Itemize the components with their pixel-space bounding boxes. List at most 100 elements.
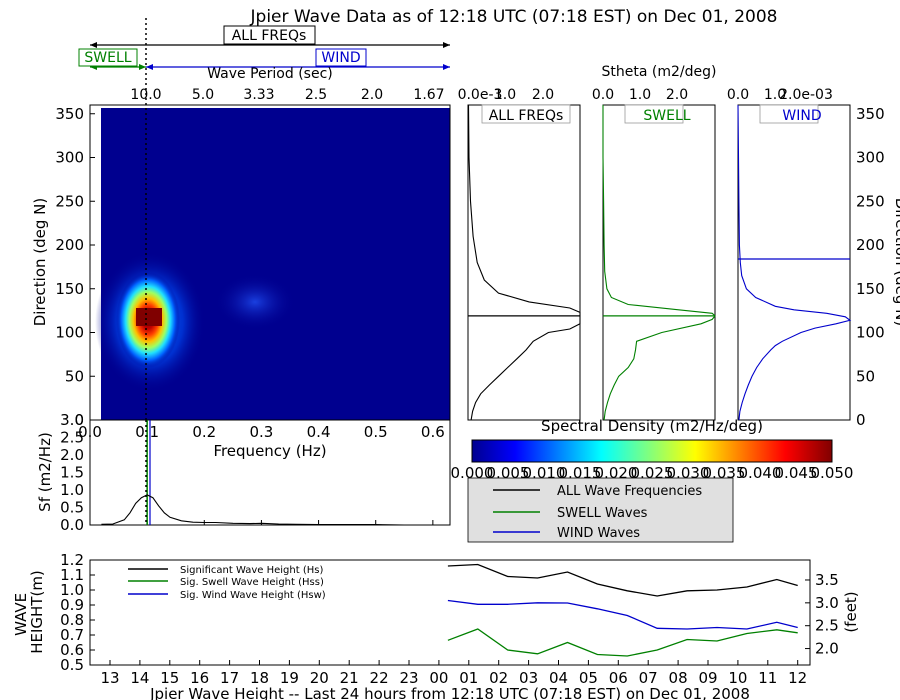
spectrum-y-tick: 0.0: [60, 516, 84, 534]
stheta-title-box: [481, 104, 571, 124]
wave-height-series-line: [447, 563, 798, 597]
stheta-x-tick: 1.0: [494, 87, 516, 103]
figure-title: Jpier Wave Data as of 12:18 UTC (07:18 E…: [250, 7, 778, 27]
stheta-panel-title: SWELL: [643, 108, 690, 124]
colorbar-tick: 0.000: [451, 464, 494, 482]
spectrum-y-tick: 2.0: [60, 446, 84, 464]
spectrum-legend: ALL Wave Frequencies SWELL Waves WIND Wa…: [467, 477, 734, 543]
colorbar-tick: 0.015: [559, 464, 602, 482]
stheta-curve: [602, 105, 716, 421]
wave-height-right-tick: 2.0: [815, 640, 839, 658]
wave-height-y-tick: 0.8: [60, 611, 84, 629]
stheta-x-tick: 2.0e-03: [779, 87, 833, 103]
wave-height-right-label: (feet): [842, 591, 860, 632]
spectrum-y-tick: 1.5: [60, 464, 84, 482]
wave-height-xlabel: Jpier Wave Height -- Last 24 hours from …: [149, 685, 750, 700]
wave-height-x-tick: 11: [758, 669, 777, 687]
stheta-right-y-tick: 100: [856, 324, 885, 342]
period-tick: 2.0: [361, 87, 383, 103]
wave-height-x-tick: 09: [698, 669, 717, 687]
spectrum-ylabel: Sf (m2/Hz): [36, 432, 54, 512]
wave-height-right-tick: 3.0: [815, 594, 839, 612]
spectrum-x-tick: 0.5: [364, 423, 388, 441]
stheta-right-y-tick: 150: [856, 280, 885, 298]
heatmap-y-tick: 200: [55, 236, 84, 254]
colorbar-label: Spectral Density (m2/Hz/deg): [541, 417, 763, 435]
spectrum-x-tick: 0.3: [249, 423, 273, 441]
spectrum-y-tick: 3.0: [60, 411, 84, 429]
stheta-right-y-tick: 350: [856, 105, 885, 123]
wave-height-x-tick: 01: [459, 669, 478, 687]
colorbar-tick: 0.040: [739, 464, 782, 482]
heatmap-y-ticks: 0 50 100 150 200 250 300 350: [55, 105, 95, 429]
wave-height-x-tick: 22: [370, 669, 389, 687]
wave-height-x-tick: 12: [788, 669, 807, 687]
period-tick: 3.33: [243, 87, 274, 103]
stheta-x-tick: 0.0: [592, 87, 614, 103]
spectrum-y-tick: 0.5: [60, 499, 84, 517]
wave-height-x-tick: 07: [639, 669, 658, 687]
spectrum-xlabel: Frequency (Hz): [213, 442, 326, 460]
wh-legend-hs: Significant Wave Height (Hs): [180, 565, 323, 576]
swell-label: SWELL: [84, 50, 131, 66]
heatmap-y-tick: 0: [74, 411, 84, 429]
wave-height-x-tick: 23: [399, 669, 418, 687]
spectrum-x-tick: 0.4: [307, 423, 331, 441]
stheta-x-tick: 2.0: [532, 87, 554, 103]
wave-height-x-tick: 10: [728, 669, 747, 687]
period-tick: 1.67: [413, 87, 444, 103]
wave-height-x-tick: 14: [130, 669, 149, 687]
wave-height-x-tick: 02: [489, 669, 508, 687]
wave-height-x-tick: 19: [280, 669, 299, 687]
legend-all: ALL Wave Frequencies: [557, 484, 702, 499]
wave-height-lines: [447, 563, 798, 657]
wave-height-y-tick: 0.7: [60, 626, 84, 644]
spectrum-y-tick: 1.0: [60, 481, 84, 499]
spectrum-x-ticks: 0.00.10.20.30.40.50.6: [78, 423, 445, 525]
spectrum-x-tick: 0.0: [78, 423, 102, 441]
colorbar: [471, 439, 833, 463]
wave-height-y-tick: 1.2: [60, 551, 84, 569]
colorbar-tick: 0.010: [523, 464, 566, 482]
wave-height-series-line: [447, 599, 798, 630]
wave-height-x-tick: 06: [609, 669, 628, 687]
legend-wind: WIND Waves: [557, 526, 640, 541]
heatmap-y-tick: 50: [65, 367, 84, 385]
stheta-right-y-tick: 50: [856, 367, 875, 385]
wh-legend-hsw: Sig. Wind Wave Height (Hsw): [180, 590, 326, 601]
stheta-right-y-tick: 250: [856, 192, 885, 210]
colorbar-tick: 0.035: [703, 464, 746, 482]
wave-height-x-tick: 03: [519, 669, 538, 687]
wave-height-x-tick: 13: [100, 669, 119, 687]
wave-height-y-tick: 0.5: [60, 656, 84, 674]
spectrum-x-tick: 0.2: [192, 423, 216, 441]
wave-height-x-tick: 08: [669, 669, 688, 687]
stheta-x-tick: 0.0: [727, 87, 749, 103]
wave-height-x-tick: 17: [220, 669, 239, 687]
wave-height-right-ticks: 2.0 2.5 3.0 3.5: [805, 571, 839, 658]
stheta-x-tick: 1.0: [629, 87, 651, 103]
heatmap-y-tick: 150: [55, 280, 84, 298]
wave-height-x-tick: 05: [579, 669, 598, 687]
wave-height-ylabel: WAVE HEIGHT(m): [12, 570, 46, 654]
heatmap-panel: [89, 104, 451, 421]
wind-label: WIND: [321, 50, 360, 66]
wave-height-x-tick: 00: [429, 669, 448, 687]
stheta-panel-frame: [737, 104, 851, 421]
stheta-right-y-tick: 0: [856, 411, 866, 429]
colorbar-ticks: 0.0000.0050.0100.0150.0200.0250.0300.035…: [451, 464, 854, 482]
wave-height-x-tick: 15: [160, 669, 179, 687]
heatmap-y-tick: 350: [55, 105, 84, 123]
wave-height-right-tick: 3.5: [815, 571, 839, 589]
stheta-panel-title: WIND: [782, 108, 821, 124]
spectrum-y-ticks: 0.00.51.01.52.02.53.0: [60, 411, 84, 534]
stheta-title-box: [759, 104, 819, 124]
colorbar-tick: 0.030: [667, 464, 710, 482]
legend-swell: SWELL Waves: [557, 506, 648, 521]
wave-height-legend: Significant Wave Height (Hs) Sig. Swell …: [128, 565, 326, 601]
wave-height-x-tick: 18: [250, 669, 269, 687]
stheta-right-y-tick: 300: [856, 149, 885, 167]
heatmap-y-tick: 100: [55, 324, 84, 342]
